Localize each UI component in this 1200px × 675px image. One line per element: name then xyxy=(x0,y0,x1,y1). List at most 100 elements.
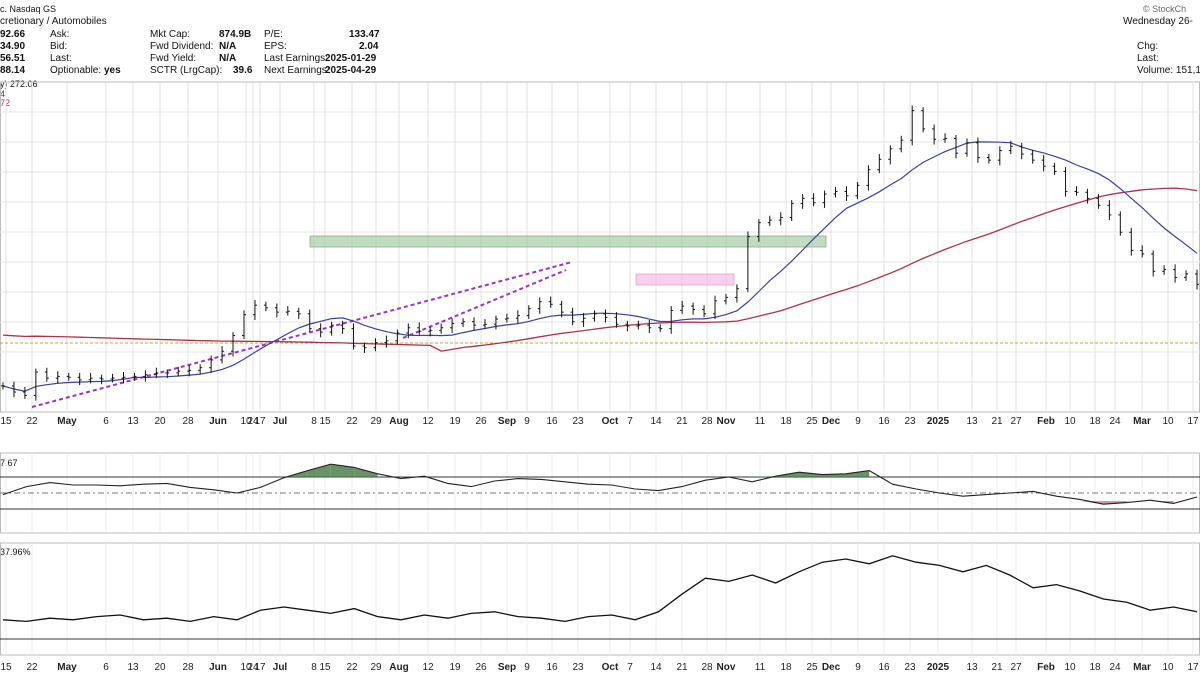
price-bar xyxy=(910,105,915,146)
fwd-dividend-label: Fwd Dividend: xyxy=(150,41,214,52)
sctr-value: 39.6 xyxy=(233,65,253,76)
price-bar xyxy=(1030,149,1035,164)
price-bar xyxy=(143,370,148,382)
trendline-channel xyxy=(402,269,567,339)
price-bar xyxy=(932,124,937,145)
x-tick-label: 23 xyxy=(572,416,584,427)
x-tick-label: Oct xyxy=(602,416,619,427)
ma-short-line xyxy=(2,141,1198,392)
price-bar xyxy=(439,323,444,334)
price-bar xyxy=(1096,194,1101,209)
x-tick-label: 9 xyxy=(855,416,861,427)
price-open: 92.66 xyxy=(0,29,26,40)
x-tick-label-bottom: Sep xyxy=(498,662,516,673)
panel3-frame xyxy=(0,542,1200,656)
x-tick-label: 21 xyxy=(991,416,1003,427)
x-tick-label: 28 xyxy=(701,416,713,427)
resistance-zone xyxy=(309,235,827,248)
price-bar xyxy=(44,367,49,382)
eps-value: 2.04 xyxy=(359,41,379,52)
price-bar xyxy=(88,372,93,384)
x-tick-label: 6 xyxy=(103,416,109,427)
price-bar xyxy=(691,302,696,315)
x-tick-label: 14 xyxy=(650,416,662,427)
price-bar xyxy=(99,374,104,385)
overbought-fill xyxy=(307,464,331,477)
price-bar xyxy=(986,154,991,164)
price-bar xyxy=(132,372,137,381)
ma-short-legend: 4 xyxy=(0,89,6,99)
x-tick-label-bottom: Dec xyxy=(822,662,841,673)
x-tick-label: 24 xyxy=(1109,416,1121,427)
x-tick-label-bottom: 24 xyxy=(1109,662,1121,673)
x-tick-label-bottom: 16 xyxy=(878,662,890,673)
relative-line xyxy=(2,555,1198,623)
price-bar xyxy=(548,296,553,308)
x-tick-label-bottom: 28 xyxy=(182,662,194,673)
overbought-fill xyxy=(752,476,776,477)
x-tick-label: Mar xyxy=(1133,416,1151,427)
x-tick-label-bottom: 12 xyxy=(422,662,434,673)
price-bar xyxy=(822,190,827,208)
last-earnings-label: Last Earnings: xyxy=(264,53,328,64)
price-bar xyxy=(1008,141,1013,155)
price-bar xyxy=(1074,186,1079,196)
ma-long-line xyxy=(2,187,1198,352)
price-bar xyxy=(231,332,236,357)
watermark: © StockCh xyxy=(1143,4,1187,14)
price-bar xyxy=(1129,227,1134,256)
price-bar xyxy=(526,305,531,320)
oversold-fill xyxy=(1079,501,1104,505)
mkt-cap-value: 874.9B xyxy=(219,29,252,40)
price-bars xyxy=(1,105,1199,401)
last-label: Last: xyxy=(50,53,72,64)
price-bar xyxy=(603,309,608,323)
price-bar xyxy=(581,313,586,327)
x-tick-label: Sep xyxy=(498,416,516,427)
x-tick-label: 17 xyxy=(1187,416,1199,427)
mkt-cap-label: Mkt Cap: xyxy=(150,29,191,40)
x-tick-label: May xyxy=(57,416,77,427)
price-bar xyxy=(11,381,16,398)
x-tick-label-bottom: 16 xyxy=(546,662,558,673)
x-tick-label-bottom: 24 xyxy=(247,662,259,673)
pe-label: P/E: xyxy=(264,29,283,40)
price-bar xyxy=(307,309,312,333)
x-tick-label-bottom: May xyxy=(57,662,77,673)
price-bar xyxy=(899,135,904,153)
price-bar xyxy=(921,107,926,133)
price-bar xyxy=(1184,270,1189,281)
price-bar xyxy=(482,319,487,329)
optionable-label: Optionable: xyxy=(50,65,102,76)
last-earnings-value: 2025-01-29 xyxy=(325,53,377,64)
x-tick-label: 13 xyxy=(966,416,978,427)
x-tick-label: 21 xyxy=(676,416,688,427)
price-bar xyxy=(614,312,619,328)
x-tick-label: Jun xyxy=(209,416,227,427)
x-tick-label-bottom: 17 xyxy=(254,662,266,673)
x-tick-label: 9 xyxy=(524,416,530,427)
x-tick-label-bottom: 25 xyxy=(806,662,818,673)
x-tick-label: 7 xyxy=(627,416,633,427)
x-tick-label-bottom: 23 xyxy=(572,662,584,673)
price-bar xyxy=(209,355,214,373)
price-close: 88.14 xyxy=(0,65,26,76)
chart-header: c. Nasdaq GS cretionary / Automobiles 92… xyxy=(0,0,1200,557)
x-tick-label-bottom: Aug xyxy=(389,662,408,673)
x-tick-label: 19 xyxy=(449,416,461,427)
price-bar xyxy=(165,369,170,379)
x-tick-label-bottom: 13 xyxy=(966,662,978,673)
price-bar xyxy=(22,386,27,399)
price-bar xyxy=(417,322,422,335)
x-tick-label: 26 xyxy=(475,416,487,427)
price-bar xyxy=(329,321,334,336)
price-low: 56.51 xyxy=(0,53,26,64)
sector-text: cretionary / Automobiles xyxy=(0,16,107,27)
x-tick-label: 22 xyxy=(26,416,38,427)
price-bar xyxy=(1052,162,1057,175)
price-bar xyxy=(362,342,367,353)
price-bar xyxy=(472,317,477,331)
price-bar xyxy=(734,284,739,303)
fwd-yield-value: N/A xyxy=(219,53,237,64)
x-tick-label-bottom: 22 xyxy=(26,662,38,673)
